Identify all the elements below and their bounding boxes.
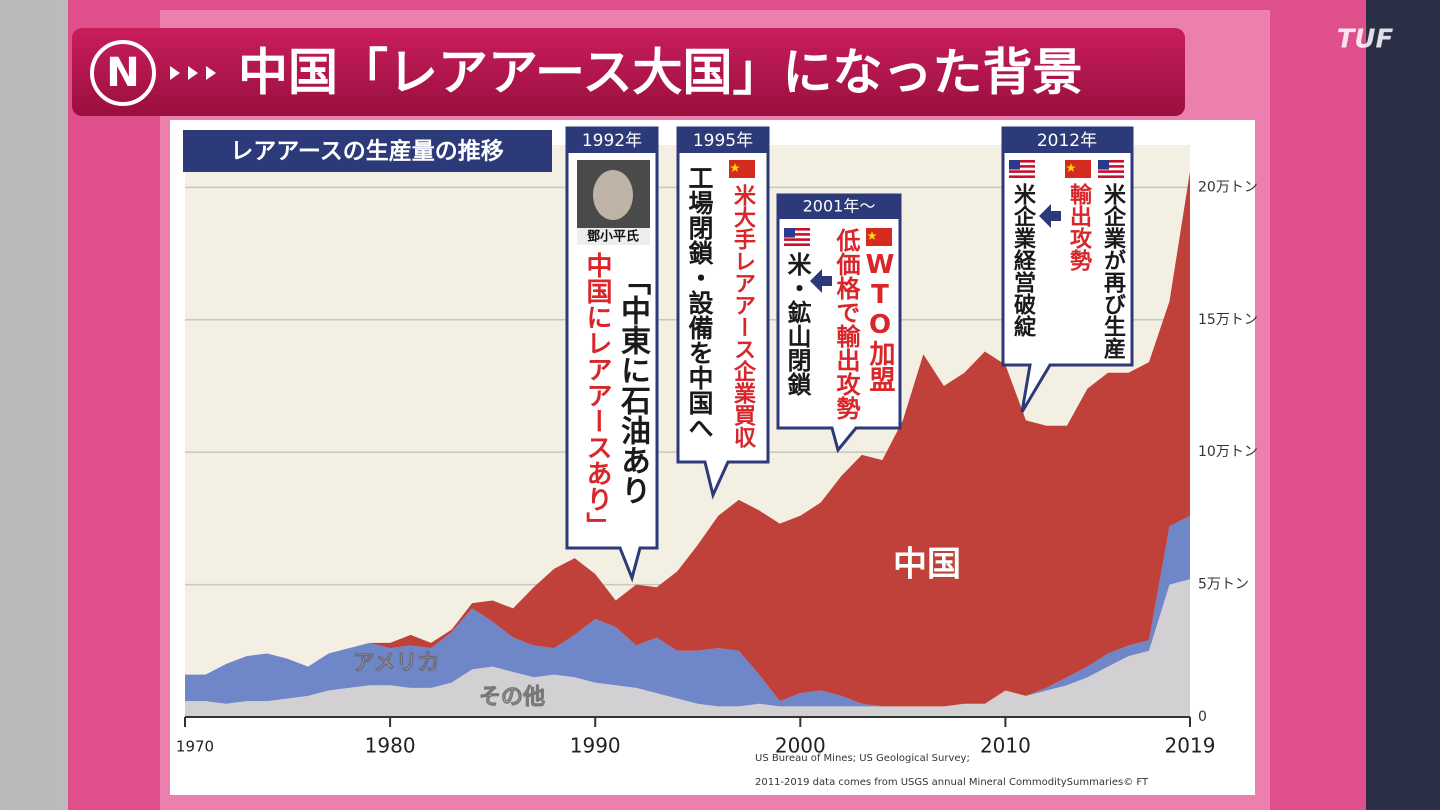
photo-caption-bg xyxy=(577,228,650,245)
flag-usa xyxy=(1098,160,1124,178)
callout-year: 1992年 xyxy=(582,131,642,151)
callout-box xyxy=(1001,126,1134,413)
y-tick-label: 15万トン xyxy=(1198,312,1258,328)
subtitle-box xyxy=(183,130,552,172)
background-person xyxy=(1362,0,1440,810)
flag-china xyxy=(729,160,755,178)
x-tick-label: 2010 xyxy=(980,734,1031,758)
title-banner xyxy=(72,28,1185,116)
area xyxy=(185,515,1190,707)
x-tick-label: 2000 xyxy=(775,734,826,758)
arrow xyxy=(810,269,832,293)
callout-header xyxy=(567,128,657,153)
source: US Bureau of Mines; US Geological Survey… xyxy=(755,753,970,764)
callout-header xyxy=(778,195,900,219)
callout-year: 2001年～ xyxy=(803,197,876,216)
x-tick-label: 1970 xyxy=(176,738,214,756)
area xyxy=(185,171,1190,707)
arrow-icon xyxy=(188,66,198,80)
x-tick-label: 1980 xyxy=(365,734,416,758)
title: 中国「レアアース大国」になった背景 xyxy=(238,44,1083,102)
x-tick-label: 1990 xyxy=(570,734,621,758)
arrow-icon xyxy=(206,66,216,80)
photo-caption: 鄧小平氏 xyxy=(587,230,639,245)
callout-year: 1995年 xyxy=(693,131,753,151)
subtitle: レアアースの生産量の推移 xyxy=(230,138,503,165)
callout-box xyxy=(776,193,902,454)
y-tick-label: 20万トン xyxy=(1198,179,1258,195)
series-label: その他 xyxy=(479,685,545,710)
arrow-icon xyxy=(170,66,180,80)
callout-box xyxy=(676,126,770,500)
callout-year: 2012年 xyxy=(1037,131,1097,151)
series-label: アメリカ xyxy=(353,651,440,676)
y-tick-label: 10万トン xyxy=(1198,444,1258,460)
source: 2011-2019 data comes from USGS annual Mi… xyxy=(755,777,1149,788)
callout-header xyxy=(678,128,768,153)
photo-face xyxy=(593,170,633,220)
series-label: 中国 xyxy=(893,545,961,585)
flag-usa xyxy=(784,228,810,246)
x-tick-label: 2019 xyxy=(1165,734,1216,758)
y-tick-label: 5万トン xyxy=(1198,577,1249,593)
flag-usa xyxy=(1009,160,1035,178)
logo-circle xyxy=(90,40,156,106)
area xyxy=(185,579,1190,717)
flag-china xyxy=(1065,160,1091,178)
y-tick-label: 0 xyxy=(1198,709,1207,725)
flag-china xyxy=(866,228,892,246)
arrow xyxy=(1039,204,1061,228)
channel-logo: TUF xyxy=(1337,25,1394,55)
callout-header xyxy=(1003,128,1132,153)
logo-letter: N xyxy=(106,50,139,96)
